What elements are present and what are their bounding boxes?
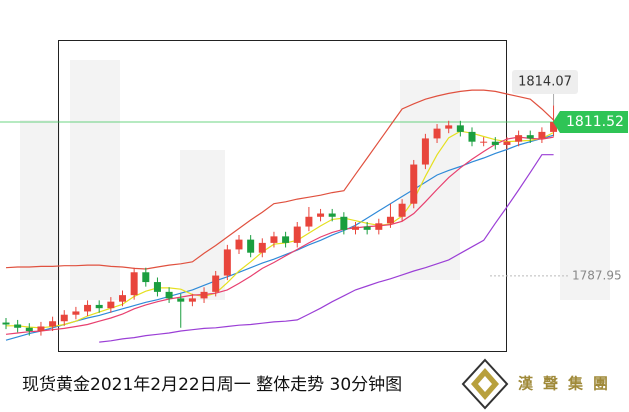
candle-body	[177, 298, 185, 302]
candle-body	[25, 327, 33, 332]
candle-body	[223, 249, 231, 276]
high-label: 1814.07	[518, 75, 572, 90]
last-price-label: 1811.52	[566, 114, 624, 130]
candle-body	[247, 239, 255, 253]
selection-box	[58, 40, 507, 352]
candle-body	[375, 223, 383, 230]
last-price-tag	[553, 110, 628, 133]
candle-body	[14, 324, 22, 328]
candle-body	[270, 236, 278, 243]
candle-body	[491, 141, 499, 145]
candle-body	[153, 282, 161, 292]
candle-body	[235, 239, 243, 250]
candle-body	[340, 216, 348, 230]
candle-body	[503, 141, 511, 145]
candle-body	[72, 311, 80, 315]
candle-body	[107, 301, 115, 309]
candle-body	[95, 304, 103, 309]
candle-body	[328, 213, 336, 217]
candle-body	[37, 326, 45, 332]
candle-body	[456, 125, 464, 132]
candle-body	[468, 131, 476, 142]
candle-body	[352, 226, 359, 230]
candle-body	[410, 164, 418, 204]
candle-body	[526, 135, 534, 139]
candle-body	[130, 272, 138, 296]
candle-body	[480, 141, 488, 143]
candle-body	[258, 242, 266, 253]
candle-body	[212, 275, 220, 292]
candle-body	[538, 131, 546, 139]
candle-body	[84, 304, 92, 312]
candle-body	[282, 236, 290, 243]
indicator-line	[5, 136, 554, 335]
candle-body	[398, 203, 406, 217]
candle-body	[515, 135, 523, 142]
candle-body	[293, 226, 301, 243]
price-marker-label: 1787.95	[572, 268, 622, 282]
indicator-line	[99, 154, 554, 343]
plot: 1787.95 1814.07 1811.52	[0, 70, 628, 343]
candle-body	[165, 291, 173, 299]
candle-body	[363, 226, 371, 230]
candle-body	[305, 216, 313, 227]
candle-body	[421, 138, 429, 165]
logo-mark	[461, 358, 509, 410]
candle-body	[317, 213, 325, 217]
caption: 现货黄金2021年2月22日周一 整体走势 30分钟图	[22, 375, 402, 395]
high-label-box	[512, 70, 578, 94]
logo-text: 漢聲集團	[518, 375, 618, 393]
candle-body	[433, 128, 441, 139]
candle-body	[188, 298, 196, 302]
candle-body	[550, 121, 558, 132]
candle-body	[142, 272, 150, 283]
indicator-line	[5, 89, 555, 270]
candle-body	[2, 322, 10, 325]
candle-body	[200, 291, 208, 299]
candle-body	[445, 125, 453, 129]
candle-body	[60, 314, 68, 322]
watermark	[20, 60, 610, 300]
candle-body	[49, 321, 57, 327]
candle-body	[119, 295, 126, 302]
candle-body	[386, 216, 394, 224]
